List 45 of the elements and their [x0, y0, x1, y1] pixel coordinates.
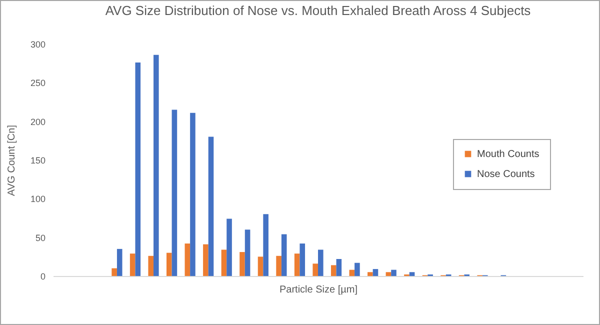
bar [263, 214, 268, 276]
legend-label: Mouth Counts [477, 149, 540, 160]
bar [258, 256, 264, 276]
legend-label: Nose Counts [477, 169, 535, 180]
x-axis-title: Particle Size [µm] [279, 284, 358, 296]
bar [221, 250, 227, 276]
y-tick-label: 300 [30, 40, 46, 50]
bar [386, 272, 392, 276]
bar [116, 248, 122, 276]
y-tick-label: 100 [30, 194, 46, 204]
y-axis-title: AVG Count [Cn] [6, 124, 18, 196]
bar [166, 252, 172, 276]
bar [154, 54, 159, 276]
bar [244, 230, 250, 276]
bar [276, 256, 282, 276]
bar [300, 244, 306, 276]
bar [312, 264, 318, 276]
chart-title: AVG Size Distribution of Nose vs. Mouth Exhaled Breath Aross 4 Subjects [105, 3, 532, 18]
bar [354, 262, 360, 276]
bar [330, 265, 336, 276]
bar [226, 218, 232, 276]
bar [372, 269, 378, 276]
bar [336, 258, 342, 276]
y-tick-label: 50 [35, 232, 46, 243]
bar [240, 252, 245, 276]
bar [294, 254, 300, 276]
bar [318, 250, 324, 276]
bar [203, 244, 208, 276]
y-tick-label: 150 [30, 156, 46, 166]
bar [368, 272, 373, 276]
bar [409, 272, 415, 276]
bar [184, 244, 190, 276]
bar [208, 136, 214, 276]
bar [172, 110, 178, 276]
bar [112, 268, 117, 276]
bar [190, 112, 196, 276]
y-tick-label: 250 [30, 78, 46, 88]
bar [349, 270, 355, 276]
bar [391, 270, 396, 276]
y-tick-label: 0 [40, 272, 46, 282]
bar [281, 234, 287, 276]
bar [135, 62, 141, 276]
y-tick-label: 200 [30, 116, 46, 127]
bar [148, 256, 154, 276]
bar [130, 254, 136, 276]
